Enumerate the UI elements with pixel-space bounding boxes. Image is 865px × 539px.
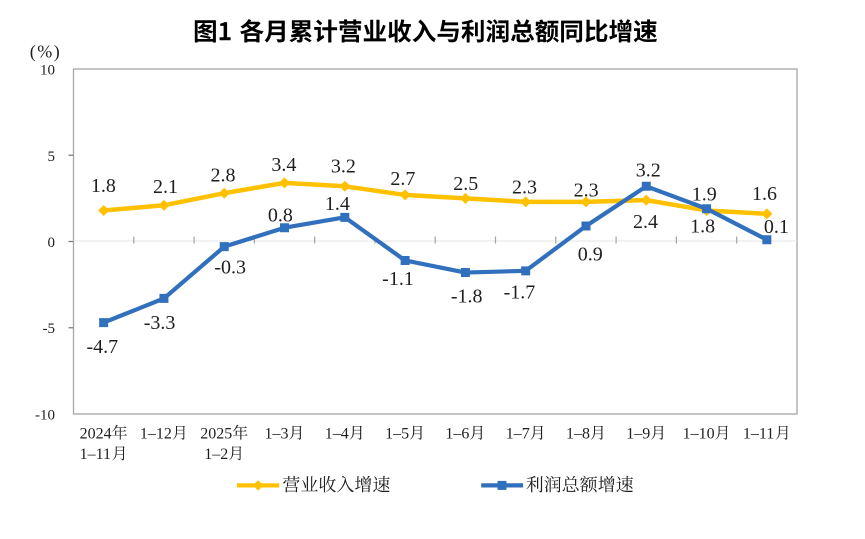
- svg-text:1.4: 1.4: [325, 193, 350, 215]
- svg-text:1–2: 1–2: [204, 446, 228, 463]
- svg-text:-0.3: -0.3: [214, 257, 246, 279]
- svg-text:10: 10: [40, 63, 55, 79]
- svg-text:2.5: 2.5: [453, 173, 478, 195]
- svg-text:2024: 2024: [80, 426, 112, 443]
- svg-text:0.8: 0.8: [268, 205, 293, 227]
- svg-text:1–6: 1–6: [445, 426, 469, 443]
- svg-text:-1.8: -1.8: [451, 286, 483, 308]
- svg-text:2025: 2025: [200, 426, 232, 443]
- svg-text:1–8: 1–8: [566, 426, 590, 443]
- svg-text:-1.1: -1.1: [382, 268, 414, 290]
- svg-text:3.2: 3.2: [331, 156, 356, 178]
- svg-text:1–5: 1–5: [385, 426, 409, 443]
- svg-text:1–10: 1–10: [683, 426, 715, 443]
- svg-text:1.9: 1.9: [692, 184, 717, 206]
- svg-text:-4.7: -4.7: [86, 336, 118, 358]
- svg-text:1–4: 1–4: [325, 426, 349, 443]
- svg-text:2.3: 2.3: [574, 179, 599, 201]
- svg-text:1.8: 1.8: [690, 216, 715, 238]
- svg-text:2.8: 2.8: [211, 164, 236, 186]
- svg-text:1.6: 1.6: [752, 183, 777, 205]
- svg-text:1–3: 1–3: [265, 426, 289, 443]
- svg-text:2.1: 2.1: [153, 176, 178, 198]
- svg-text:2.7: 2.7: [390, 168, 415, 190]
- svg-text:1.8: 1.8: [91, 175, 116, 197]
- svg-text:1–9: 1–9: [626, 426, 650, 443]
- svg-text:0: 0: [48, 235, 56, 251]
- svg-text:0.1: 0.1: [764, 216, 789, 238]
- svg-text:2.3: 2.3: [512, 177, 537, 199]
- svg-text:2.4: 2.4: [633, 211, 658, 233]
- svg-text:1–7: 1–7: [506, 426, 530, 443]
- svg-text:1–11: 1–11: [743, 426, 774, 443]
- svg-text:3.4: 3.4: [271, 154, 296, 176]
- svg-text:-1.7: -1.7: [504, 282, 536, 304]
- svg-text:-5: -5: [43, 321, 56, 337]
- svg-text:(%): (%): [30, 42, 61, 63]
- svg-text:-3.3: -3.3: [144, 312, 176, 334]
- svg-text:-10: -10: [35, 408, 55, 424]
- svg-text:5: 5: [48, 149, 56, 165]
- svg-text:1–12: 1–12: [140, 426, 172, 443]
- svg-text:3.2: 3.2: [636, 160, 661, 182]
- svg-text:1–11: 1–11: [80, 446, 111, 463]
- svg-text:0.9: 0.9: [578, 244, 603, 266]
